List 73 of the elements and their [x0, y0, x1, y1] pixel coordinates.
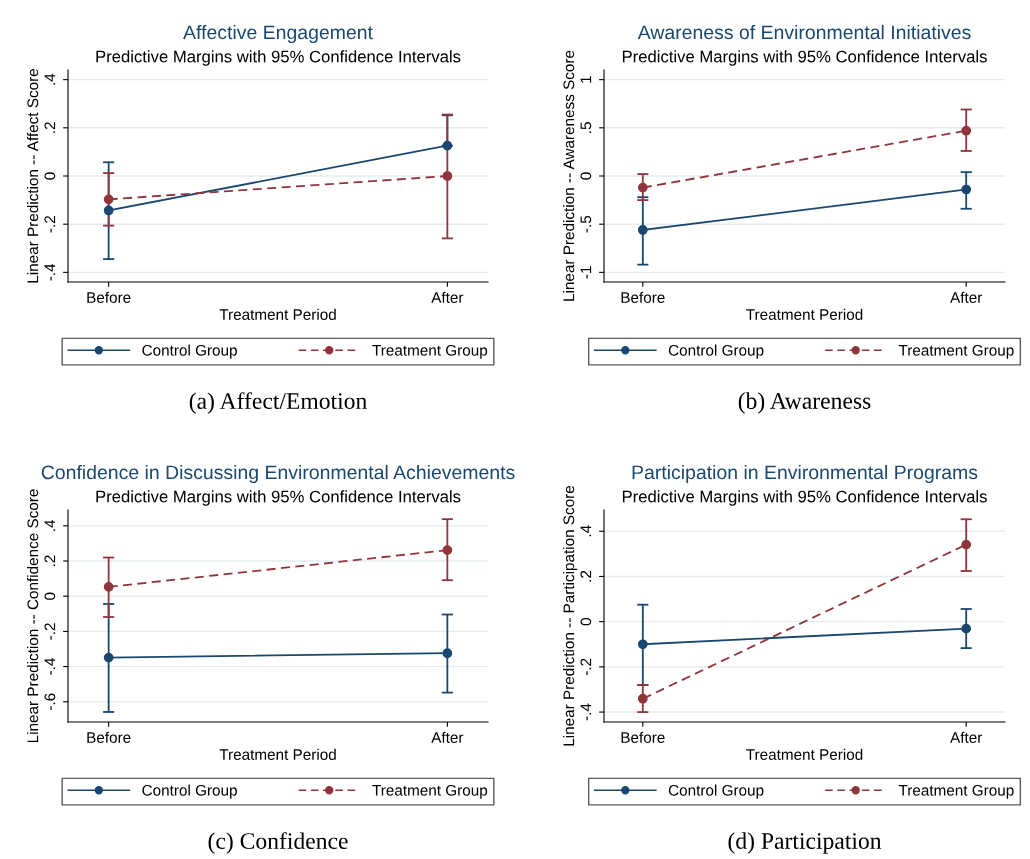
legend-label: Treatment Group: [898, 784, 1014, 799]
text: (a) Affect/Emotion: [189, 392, 367, 414]
y-tick-label: -.5: [580, 215, 592, 233]
x-tick-label: Before: [87, 291, 131, 303]
y-tick-label: -.2: [44, 216, 56, 233]
legend-label: Treatment Group: [372, 784, 488, 799]
point: [442, 545, 453, 555]
x-tick-label: Before: [621, 291, 665, 303]
x-axis-title: Treatment Period: [746, 748, 863, 760]
x-tick-label: Before: [87, 731, 131, 743]
y-tick-label: .2: [44, 122, 56, 133]
chart-title: Participation in Environmental Programs: [632, 464, 978, 484]
legend-label: Control Group: [668, 784, 764, 799]
point: [103, 652, 114, 663]
point: [961, 184, 972, 195]
y-axis-title: Linear Prediction -- Awareness Score: [563, 50, 575, 301]
y-tick-label: .2: [44, 555, 56, 566]
point: [103, 194, 114, 205]
y-tick-label: .2: [580, 570, 592, 582]
y-tick-label: -1: [580, 266, 592, 279]
chart-subtitle: Predictive Margins with 95% Confidence Intervals: [96, 490, 461, 506]
point: [103, 205, 114, 216]
y-tick-label: 0: [44, 592, 56, 600]
y-tick-label: .4: [44, 519, 56, 531]
point: [961, 125, 972, 136]
y-tick-label: -.4: [44, 658, 56, 675]
x-tick-label: After: [431, 731, 464, 743]
legend-label: Control Group: [142, 784, 237, 799]
chart-subtitle: Predictive Margins with 95% Confidence Intervals: [96, 50, 461, 66]
y-tick-label: .5: [580, 122, 592, 133]
y-tick-label: .4: [580, 525, 592, 537]
x-tick-label: After: [431, 291, 464, 303]
chart-title: Affective Engagement: [183, 24, 373, 44]
y-tick-label: 0: [580, 172, 592, 180]
y-axis-title: Linear Prediction -- Participation Score: [563, 485, 578, 746]
y-tick-label: .4: [44, 73, 56, 85]
x-tick-label: Before: [621, 731, 665, 743]
legend-label: Control Group: [668, 344, 764, 359]
x-tick-label: After: [950, 291, 983, 303]
x-axis-title: Treatment Period: [219, 308, 336, 320]
point: [442, 171, 453, 181]
y-tick-label: -.4: [44, 263, 56, 281]
x-tick-label: After: [950, 731, 983, 743]
y-tick-label: 0: [44, 172, 56, 180]
text: (c) Confidence: [208, 832, 348, 854]
legend-label: Control Group: [142, 344, 237, 359]
point: [637, 639, 648, 650]
point: [103, 582, 114, 592]
point: [637, 693, 648, 704]
y-axis-title: Linear Prediction -- Affect Score: [27, 68, 39, 283]
y-tick-label: -.2: [44, 623, 56, 640]
y-axis-title: Linear Prediction -- Confidence Score: [27, 489, 39, 743]
x-axis-title: Treatment Period: [219, 748, 336, 760]
y-tick-label: -.2: [580, 658, 592, 676]
text: (b) Awareness: [738, 392, 871, 414]
text: (d) Participation: [728, 832, 882, 854]
chart-title: Confidence in Discussing Environmental Achievements: [41, 464, 515, 484]
y-tick-label: -.4: [580, 703, 592, 721]
y-tick-label: -.6: [44, 693, 56, 710]
point: [637, 225, 648, 235]
y-tick-label: 1: [580, 76, 592, 83]
chart-subtitle: Predictive Margins with 95% Confidence Intervals: [622, 50, 987, 66]
point: [637, 182, 648, 193]
x-axis-title: Treatment Period: [746, 308, 863, 320]
point: [442, 648, 453, 659]
legend-label: Treatment Group: [372, 344, 488, 359]
chart-subtitle: Predictive Margins with 95% Confidence Intervals: [622, 490, 987, 506]
point: [961, 623, 972, 634]
point: [961, 539, 972, 550]
point: [442, 140, 453, 151]
chart-title: Awareness of Environmental Initiatives: [637, 24, 971, 40]
legend-label: Treatment Group: [898, 344, 1014, 359]
y-tick-label: 0: [580, 618, 592, 626]
